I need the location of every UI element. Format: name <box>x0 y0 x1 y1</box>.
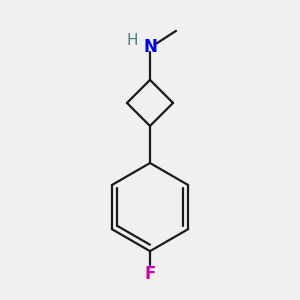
Text: N: N <box>143 38 157 56</box>
Text: F: F <box>144 265 156 283</box>
Text: H: H <box>126 33 138 48</box>
